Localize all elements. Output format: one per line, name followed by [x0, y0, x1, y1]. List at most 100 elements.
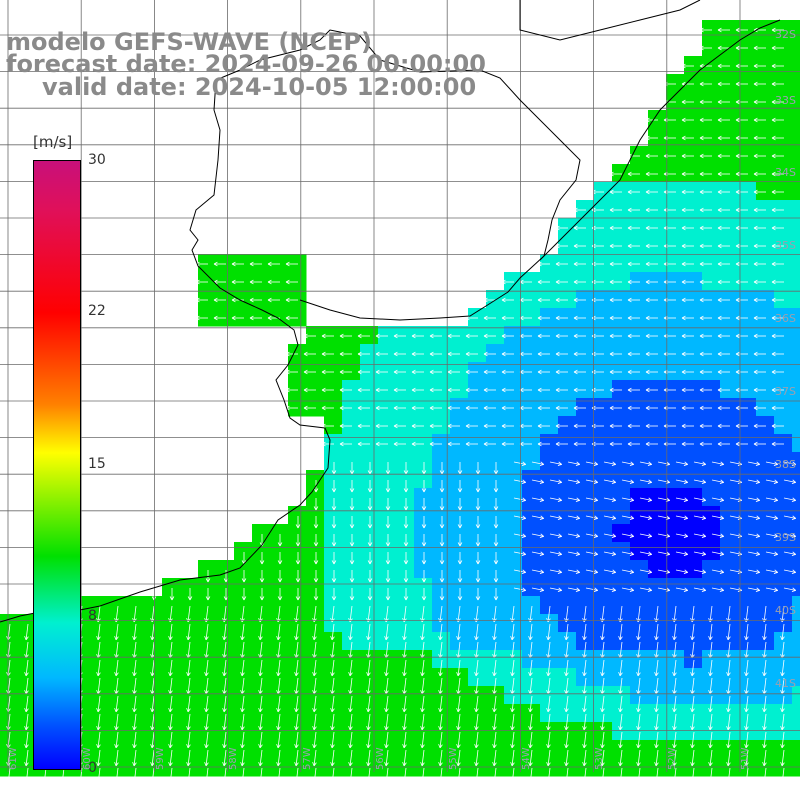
wind-arrow-head	[627, 261, 632, 265]
wind-cell	[126, 668, 145, 687]
wind-cell	[684, 56, 703, 75]
wind-cell	[90, 722, 109, 741]
wind-arrow-head	[276, 618, 279, 623]
wind-arrow-head	[744, 762, 747, 767]
wind-cell	[432, 740, 451, 759]
wind-arrow-head	[25, 780, 29, 785]
wind-cell	[720, 632, 739, 651]
wind-arrow-head	[573, 261, 578, 265]
wind-cell	[288, 650, 307, 669]
wind-cell	[108, 722, 127, 741]
wind-arrow	[313, 695, 317, 712]
wind-cell	[234, 686, 253, 705]
wind-cell	[576, 200, 595, 219]
wind-arrow-head	[168, 636, 171, 641]
wind-arrow	[655, 659, 659, 676]
wind-arrow	[745, 641, 749, 658]
wind-arrow-head	[654, 744, 657, 749]
wind-arrow	[421, 731, 425, 748]
wind-arrow-head	[726, 744, 729, 749]
wind-arrow-head	[573, 443, 578, 447]
wind-cell	[648, 740, 667, 759]
wind-arrow-head	[312, 744, 315, 749]
wind-arrow-head	[576, 551, 581, 555]
wind-arrow-head	[537, 407, 542, 411]
wind-arrow-head	[357, 443, 362, 447]
wind-arrow-head	[771, 137, 776, 141]
wind-cell	[414, 362, 433, 381]
wind-arrow-head	[457, 672, 461, 677]
wind-cell	[504, 470, 523, 489]
wind-cell	[180, 614, 199, 633]
wind-arrow-head	[612, 515, 617, 519]
wind-arrow-head	[756, 587, 761, 591]
wind-arrow-head	[493, 708, 497, 713]
wind-arrow	[367, 623, 371, 640]
wind-arrow	[295, 713, 299, 730]
wind-cell	[180, 578, 199, 597]
wind-arrow-head	[421, 560, 425, 565]
wind-arrow-head	[537, 279, 542, 283]
wind-cell	[702, 380, 721, 399]
wind-arrow-head	[771, 335, 776, 339]
wind-arrow-head	[619, 744, 623, 749]
wind-arrow	[529, 731, 533, 748]
wind-cell	[522, 596, 541, 615]
lat-label: 38S	[775, 458, 796, 471]
wind-arrow-head	[637, 744, 641, 749]
wind-cell	[198, 290, 217, 309]
wind-arrow-head	[403, 542, 407, 547]
wind-arrow	[115, 695, 119, 712]
lat-label: 32S	[775, 28, 796, 41]
wind-cell	[792, 290, 800, 309]
wind-arrow	[151, 659, 155, 676]
wind-cell	[450, 326, 469, 345]
wind-arrow-head	[701, 572, 706, 574]
wind-arrow-head	[539, 572, 544, 574]
colorbar-tick: 0	[88, 760, 97, 776]
wind-arrow-head	[367, 636, 371, 641]
wind-cell	[540, 542, 559, 561]
wind-arrow	[601, 749, 605, 766]
wind-arrow	[277, 605, 281, 622]
wind-arrow-head	[241, 726, 245, 731]
wind-arrow-head	[681, 423, 686, 427]
wind-cell	[468, 596, 487, 615]
wind-arrow	[621, 533, 634, 537]
wind-cell	[306, 542, 325, 561]
wind-arrow-head	[564, 780, 567, 785]
wind-arrow-head	[699, 209, 704, 213]
wind-arrow-head	[717, 207, 722, 211]
wind-arrow	[657, 569, 670, 573]
wind-cell	[684, 722, 703, 741]
wind-arrow-head	[313, 596, 317, 601]
wind-arrow	[97, 623, 101, 640]
wind-arrow-head	[699, 117, 704, 121]
wind-arrow-head	[575, 536, 580, 538]
wind-arrow-head	[681, 369, 686, 373]
wind-arrow-head	[369, 542, 373, 547]
wind-arrow	[673, 695, 677, 712]
wind-arrow-head	[477, 542, 481, 547]
wind-arrow-head	[384, 762, 387, 767]
wind-arrow-head	[755, 536, 760, 538]
wind-arrow-head	[267, 407, 272, 411]
wind-arrow-head	[115, 672, 119, 677]
wind-arrow-head	[753, 407, 758, 411]
wind-cell	[666, 686, 685, 705]
wind-cell	[720, 164, 739, 183]
wind-arrow-head	[459, 542, 463, 547]
wind-arrow-head	[537, 443, 542, 447]
wind-arrow	[151, 731, 155, 748]
wind-cell	[756, 38, 775, 57]
wind-cell	[612, 704, 631, 723]
wind-arrow	[709, 641, 713, 658]
coastline	[0, 29, 581, 623]
wind-arrow-head	[735, 315, 740, 319]
wind-arrow-head	[285, 315, 290, 319]
wind-arrow-head	[681, 135, 686, 139]
wind-cell	[522, 506, 541, 525]
wind-cell	[756, 74, 775, 93]
wind-cell	[612, 398, 631, 417]
wind-arrow-head	[690, 636, 693, 641]
